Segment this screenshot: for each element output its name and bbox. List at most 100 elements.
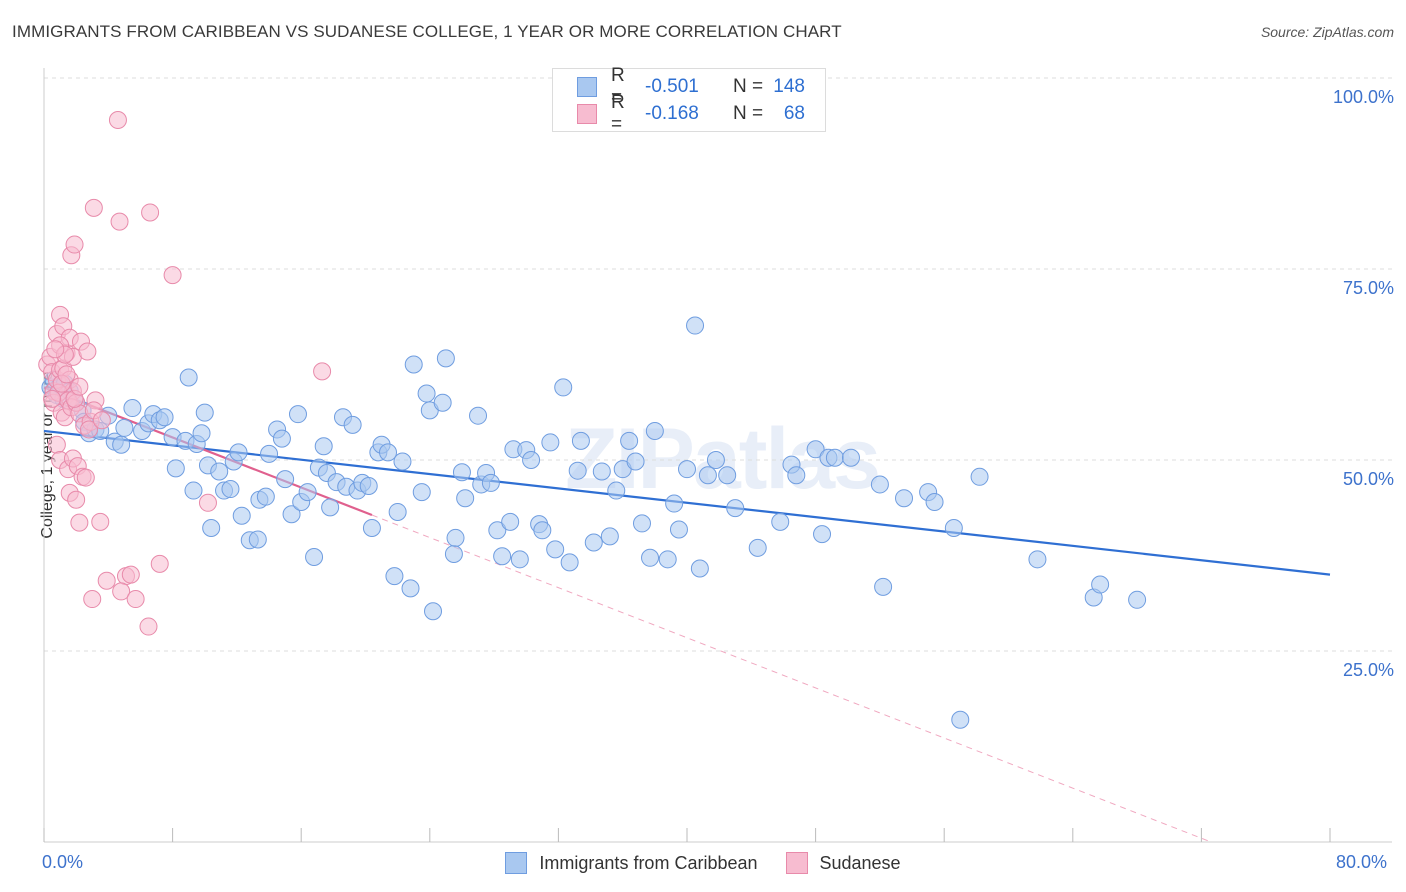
caribbean-point bbox=[560, 553, 579, 572]
sudanese-legend-label: Sudanese bbox=[819, 852, 901, 873]
caribbean-point bbox=[393, 452, 412, 471]
legend-item-caribbean[interactable]: Immigrants from Caribbean bbox=[505, 852, 758, 874]
r-label: R = bbox=[611, 92, 625, 135]
axes bbox=[43, 68, 1392, 843]
caribbean-point bbox=[192, 424, 211, 443]
caribbean-point bbox=[385, 567, 404, 586]
caribbean-point bbox=[510, 550, 529, 569]
sudanese-point bbox=[67, 490, 86, 509]
caribbean-point bbox=[1091, 575, 1110, 594]
legend-item-sudanese[interactable]: Sudanese bbox=[785, 852, 901, 874]
caribbean-point bbox=[276, 470, 295, 489]
caribbean-point bbox=[362, 518, 381, 537]
series-legend: Immigrants from Caribbean Sudanese bbox=[0, 852, 1406, 874]
caribbean-point bbox=[718, 466, 737, 485]
caribbean-point bbox=[202, 518, 221, 537]
sudanese-point bbox=[46, 340, 65, 359]
sudanese-point bbox=[121, 565, 140, 584]
caribbean-point bbox=[541, 433, 560, 452]
sudanese-point bbox=[84, 198, 103, 217]
sudanese-point bbox=[163, 266, 182, 285]
caribbean-point bbox=[658, 550, 677, 569]
caribbean-point bbox=[726, 499, 745, 518]
sudanese-point bbox=[141, 203, 160, 222]
n-label: N = bbox=[733, 103, 764, 124]
caribbean-point bbox=[469, 406, 488, 425]
r-label: R = bbox=[611, 65, 625, 108]
caribbean-point bbox=[669, 520, 688, 539]
y-tick-label-50: 50.0% bbox=[1342, 469, 1394, 489]
caribbean-point bbox=[179, 368, 198, 387]
r-value: -0.501 bbox=[645, 76, 699, 97]
x-tick-label-left: 0.0% bbox=[42, 852, 84, 872]
caribbean-point bbox=[620, 431, 639, 450]
caribbean-point bbox=[155, 408, 174, 427]
data-points bbox=[38, 111, 1147, 729]
sudanese-legend-swatch bbox=[785, 852, 808, 874]
sudanese-point bbox=[198, 493, 217, 512]
sudanese-point bbox=[47, 435, 66, 454]
caribbean-point bbox=[554, 378, 573, 397]
caribbean-point bbox=[452, 463, 471, 482]
caribbean-point bbox=[232, 506, 251, 525]
caribbean-point bbox=[568, 461, 587, 480]
caribbean-point bbox=[645, 421, 664, 440]
caribbean-legend-swatch bbox=[505, 852, 528, 874]
caribbean-point bbox=[166, 459, 185, 478]
caribbean-point bbox=[456, 489, 475, 508]
correlation-legend: R = -0.501 N = 148 R = -0.168 N = 68 bbox=[552, 65, 826, 135]
sudanese-point bbox=[76, 468, 95, 487]
sudanese-point bbox=[108, 111, 127, 130]
caribbean-point bbox=[546, 540, 565, 559]
caribbean-point bbox=[298, 483, 317, 502]
gridlines bbox=[44, 77, 1392, 652]
source-credit: Source: ZipAtlas.com bbox=[1260, 24, 1394, 40]
caribbean-point bbox=[870, 475, 889, 494]
caribbean-point bbox=[229, 443, 248, 462]
caribbean-point bbox=[272, 429, 291, 448]
caribbean-point bbox=[825, 448, 844, 467]
caribbean-point bbox=[970, 467, 989, 486]
sudanese-point bbox=[70, 513, 89, 532]
y-tick-label-75: 75.0% bbox=[1342, 278, 1394, 298]
caribbean-trend-line bbox=[43, 429, 1331, 576]
caribbean-point bbox=[874, 577, 893, 596]
caribbean-point bbox=[379, 443, 398, 462]
sudanese-point bbox=[313, 362, 332, 381]
caribbean-point bbox=[288, 405, 307, 424]
legend-row-caribbean: R = -0.501 N = 148 bbox=[577, 65, 805, 108]
caribbean-point bbox=[690, 559, 709, 578]
caribbean-point bbox=[1028, 550, 1047, 569]
caribbean-point bbox=[771, 512, 790, 531]
caribbean-point bbox=[1128, 590, 1147, 609]
caribbean-point bbox=[444, 544, 463, 563]
caribbean-point bbox=[282, 505, 301, 524]
caribbean-point bbox=[488, 521, 507, 540]
caribbean-point bbox=[841, 448, 860, 467]
sudanese-point bbox=[150, 554, 169, 573]
caribbean-point bbox=[592, 462, 611, 481]
caribbean-point bbox=[210, 462, 229, 481]
caribbean-point bbox=[417, 384, 436, 403]
caribbean-point bbox=[436, 349, 455, 368]
sudanese-point bbox=[65, 235, 84, 254]
caribbean-point bbox=[632, 514, 651, 533]
caribbean-point bbox=[221, 480, 240, 499]
caribbean-point bbox=[195, 403, 214, 422]
caribbean-point bbox=[607, 481, 626, 500]
caribbean-point bbox=[806, 440, 825, 459]
caribbean-point bbox=[260, 444, 279, 463]
caribbean-point bbox=[321, 498, 340, 517]
caribbean-point bbox=[343, 415, 362, 434]
caribbean-point bbox=[501, 512, 520, 531]
caribbean-point bbox=[925, 493, 944, 512]
caribbean-point bbox=[895, 489, 914, 508]
caribbean-swatch bbox=[577, 77, 597, 97]
caribbean-point bbox=[493, 547, 512, 566]
caribbean-point bbox=[571, 431, 590, 450]
caribbean-point bbox=[533, 521, 552, 540]
sudanese-point bbox=[78, 342, 97, 361]
caribbean-point bbox=[813, 525, 832, 544]
caribbean-legend-label: Immigrants from Caribbean bbox=[539, 852, 758, 873]
caribbean-point bbox=[944, 518, 963, 537]
